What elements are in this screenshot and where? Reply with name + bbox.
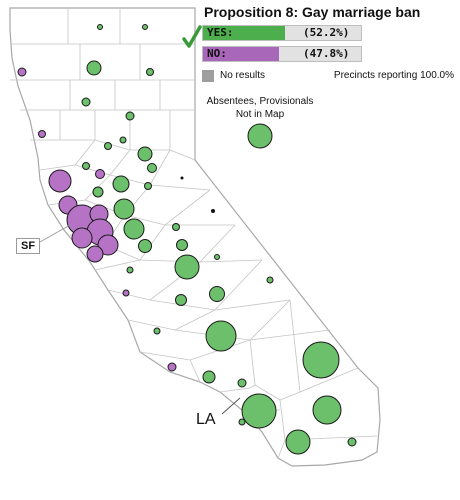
county-bubble-no bbox=[48, 169, 72, 193]
county-bubble-yes bbox=[175, 294, 187, 306]
no-results-swatch bbox=[202, 70, 214, 82]
county-bubble-yes bbox=[112, 175, 130, 193]
county-bubble-yes bbox=[285, 429, 311, 455]
county-bubble-yes bbox=[214, 254, 220, 260]
la-callout-line bbox=[221, 397, 241, 415]
sf-callout: SF bbox=[16, 238, 41, 254]
county-bubble-yes bbox=[119, 136, 127, 144]
county-boundaries bbox=[10, 8, 378, 459]
county-bubble-no bbox=[95, 169, 105, 179]
yes-percentage: (52.2%) bbox=[303, 26, 350, 39]
no-bar-fill bbox=[203, 47, 279, 61]
county-bubble-yes bbox=[86, 60, 102, 76]
yes-bar-fill bbox=[203, 26, 286, 40]
county-bubble-yes bbox=[142, 24, 148, 30]
no-percentage: (47.8%) bbox=[303, 47, 350, 60]
county-bubble-yes bbox=[123, 218, 145, 240]
county-bubble-no bbox=[167, 362, 177, 372]
county-bubble-yes bbox=[137, 146, 153, 162]
yes-result-bar: YES: (52.2%) bbox=[202, 25, 362, 41]
county-bubble-yes bbox=[144, 182, 152, 190]
county-bubble-yes bbox=[238, 418, 246, 426]
county-bubble-yes bbox=[302, 341, 340, 379]
sf-callout-line bbox=[39, 224, 71, 243]
county-bubble-yes bbox=[138, 239, 152, 253]
county-bubble-no bbox=[71, 227, 93, 249]
county-bubble-yes bbox=[347, 437, 357, 447]
county-bubble-yes bbox=[312, 395, 342, 425]
county-marker bbox=[211, 209, 215, 213]
county-bubble-yes bbox=[125, 111, 135, 121]
county-bubble-no bbox=[97, 234, 119, 256]
no-results-label: No results bbox=[220, 70, 266, 81]
yes-label: YES: bbox=[207, 26, 234, 39]
county-bubble-yes bbox=[247, 123, 273, 149]
county-bubble-yes bbox=[113, 198, 135, 220]
county-bubble-yes bbox=[176, 239, 188, 251]
county-bubble-yes bbox=[174, 254, 200, 280]
county-bubble-yes bbox=[97, 24, 103, 30]
county-bubble-no bbox=[122, 289, 130, 297]
county-bubble-yes bbox=[209, 286, 225, 302]
checkmark-icon bbox=[182, 25, 202, 48]
absentees-line-2: Not in Map bbox=[235, 109, 285, 120]
county-bubble-yes bbox=[126, 266, 134, 274]
no-label: NO: bbox=[207, 47, 227, 60]
county-bubble-no bbox=[17, 67, 27, 77]
county-marker bbox=[180, 176, 184, 180]
county-bubble-yes bbox=[241, 393, 277, 429]
absentees-note: Absentees, Provisionals Not in Map bbox=[198, 95, 322, 121]
county-bubble-no bbox=[38, 130, 46, 138]
county-bubble-yes bbox=[92, 186, 104, 198]
county-bubble-yes bbox=[81, 97, 91, 107]
county-bubble-yes bbox=[205, 320, 237, 352]
county-bubble-no bbox=[86, 245, 104, 263]
county-bubble-yes bbox=[237, 378, 247, 388]
county-bubble-yes bbox=[147, 163, 157, 173]
proposition-title: Proposition 8: Gay marriage ban bbox=[204, 4, 421, 20]
county-bubble-yes bbox=[266, 276, 274, 284]
county-results-bubbles bbox=[17, 24, 357, 455]
county-bubble-yes bbox=[104, 142, 112, 150]
county-bubble-yes bbox=[153, 327, 161, 335]
county-bubble-yes bbox=[202, 370, 216, 384]
precincts-reporting: Precincts reporting 100.0% bbox=[333, 70, 454, 81]
county-bubble-yes bbox=[146, 68, 154, 76]
results-panel: Proposition 8: Gay marriage ban YES: (52… bbox=[182, 4, 458, 90]
county-bubble-yes bbox=[172, 223, 180, 231]
absentees-line-1: Absentees, Provisionals bbox=[206, 96, 314, 107]
county-bubble-yes bbox=[82, 162, 90, 170]
no-result-bar: NO: (47.8%) bbox=[202, 46, 362, 62]
la-label: LA bbox=[196, 411, 216, 428]
